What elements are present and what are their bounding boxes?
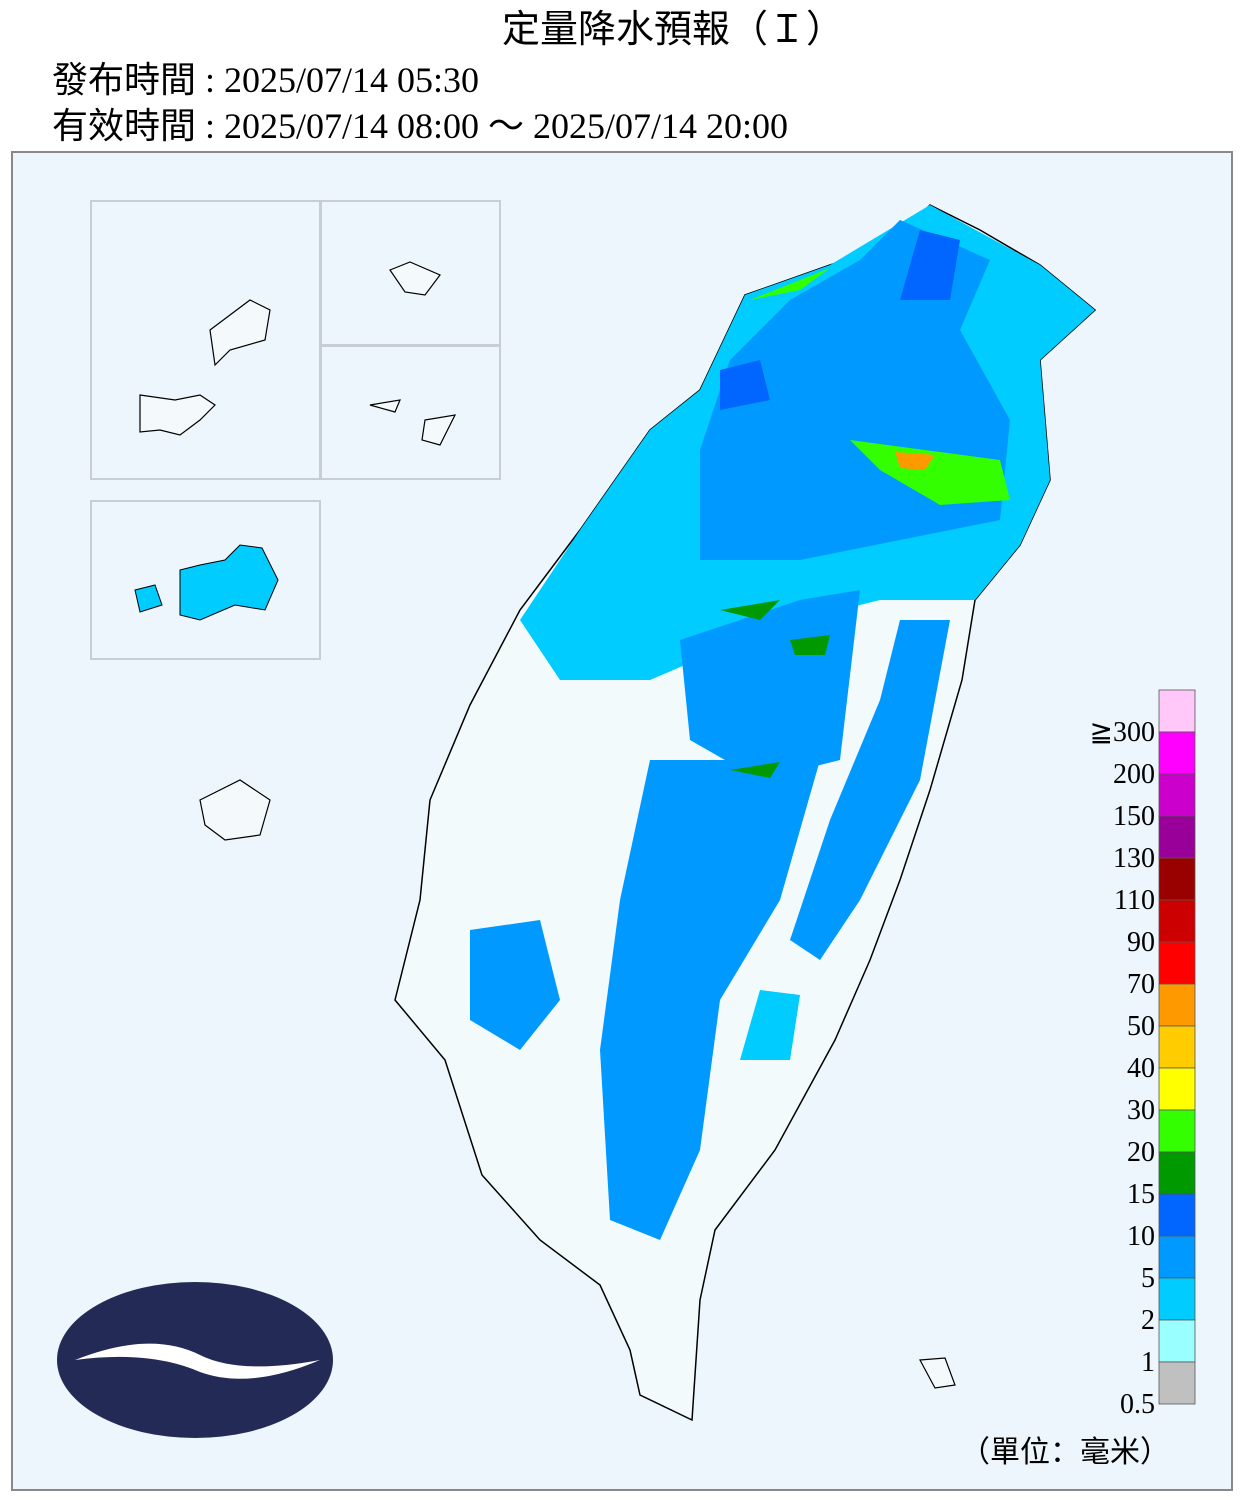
legend-swatch [1158,773,1196,817]
rain-areas [470,205,1095,1240]
legend-swatch [1158,815,1196,859]
legend-swatch [1158,1151,1196,1195]
legend-swatch [1158,1361,1196,1405]
inset-boxes [90,200,501,660]
legend-swatch [1158,857,1196,901]
legend-label: 200 [1113,759,1155,790]
legend-swatch [1158,1193,1196,1237]
legend-label: 110 [1114,885,1155,916]
legend-label: 130 [1113,843,1155,874]
legend-swatch [1158,983,1196,1027]
valid-time: 有效時間 : 2025/07/14 08:00 ～ 2025/07/14 20:… [52,106,788,146]
unit-label: （單位：毫米） [960,1436,1170,1469]
kinmen [134,544,279,621]
legend-label: 0.5 [1120,1389,1155,1420]
legend-label: 15 [1127,1179,1155,1210]
legend-label: 2 [1141,1305,1155,1336]
legend-swatch [1158,689,1196,733]
issued-time: 發布時間 : 2025/07/14 05:30 [52,60,479,100]
legend-swatch [1158,731,1196,775]
legend-label: 5 [1141,1263,1155,1294]
islands [139,261,956,1389]
legend-swatch [1158,1025,1196,1069]
legend-label: 30 [1127,1095,1155,1126]
legend-label: 50 [1127,1011,1155,1042]
legend-swatch [1158,1109,1196,1153]
legend-label: 1 [1141,1347,1155,1378]
legend-label: 20 [1127,1137,1155,1168]
title: 定量降水預報（Ｉ） [502,9,844,51]
legend-label: 150 [1113,801,1155,832]
legend-label: 40 [1127,1053,1155,1084]
legend-swatch [1158,1319,1196,1363]
legend-swatch [1158,1277,1196,1321]
cwa-logo-wave [75,1343,320,1379]
legend-label: 90 [1127,927,1155,958]
legend-label: ≧300 [1090,717,1155,748]
legend-label: 70 [1127,969,1155,1000]
legend-swatch [1158,941,1196,985]
legend-swatch [1158,1235,1196,1279]
legend: ≧300 200 150 130 110 90 70 50 40 30 20 15 10 5 2 1 0.5 [1090,689,1196,1420]
legend-swatch [1158,899,1196,943]
legend-swatch [1158,1067,1196,1111]
legend-label: 10 [1127,1221,1155,1252]
